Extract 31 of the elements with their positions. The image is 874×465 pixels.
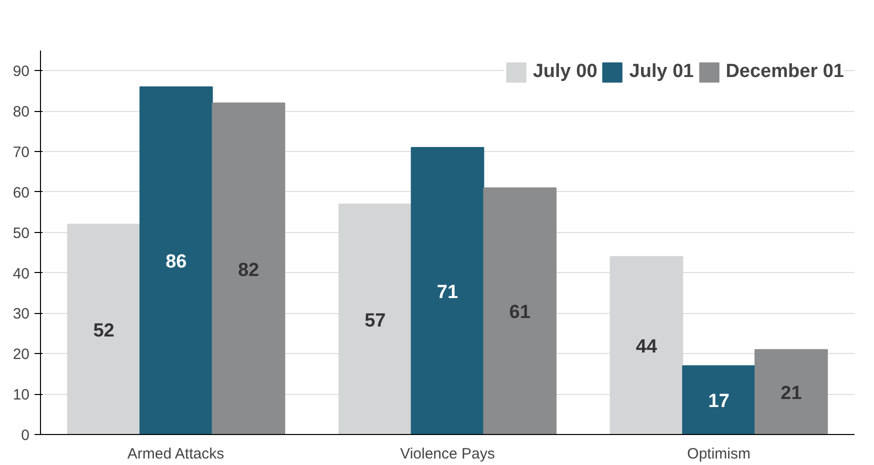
bar xyxy=(483,187,557,434)
data-label: 52 xyxy=(93,320,114,342)
x-tick-label: Violence Pays xyxy=(400,446,495,462)
bar xyxy=(682,365,756,434)
bar xyxy=(754,349,828,434)
x-tick-label: Optimism xyxy=(687,446,751,462)
legend-label: July 00 xyxy=(532,61,598,83)
y-tick-label: 0 xyxy=(21,427,30,444)
y-tick-label: 80 xyxy=(12,104,30,121)
legend-label: July 01 xyxy=(629,61,694,83)
y-tick-label: 50 xyxy=(12,224,30,242)
data-label: 17 xyxy=(708,391,730,412)
data-label: 86 xyxy=(166,252,187,273)
bar xyxy=(139,86,213,434)
y-tick-label: 40 xyxy=(12,265,30,282)
data-label: 82 xyxy=(238,260,260,281)
y-tick-label: 20 xyxy=(12,346,30,364)
data-label: 61 xyxy=(509,302,531,324)
y-tick-label: 30 xyxy=(12,306,30,323)
data-label: 71 xyxy=(436,282,458,304)
data-label: 57 xyxy=(364,310,386,332)
y-tick-label: 60 xyxy=(12,184,30,202)
bar xyxy=(410,147,484,434)
bar xyxy=(212,102,286,434)
y-tick-label: 90 xyxy=(12,63,30,80)
data-label: 21 xyxy=(780,383,802,404)
legend-label: December 01 xyxy=(726,61,844,83)
y-tick-label: 70 xyxy=(12,144,30,162)
x-tick-label: Armed Attacks xyxy=(127,446,224,462)
data-label: 44 xyxy=(636,336,658,358)
y-tick-label: 10 xyxy=(12,386,30,404)
